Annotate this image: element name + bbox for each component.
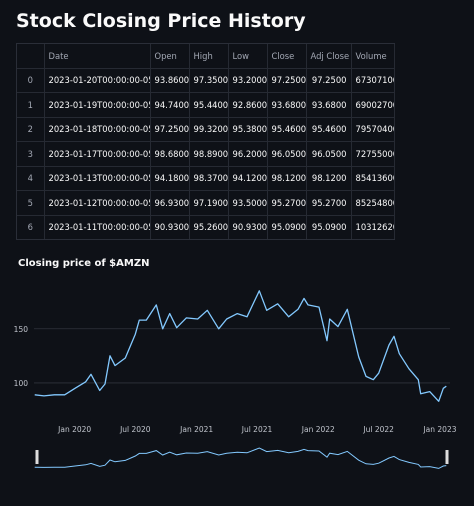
column-header-index[interactable] — [17, 44, 45, 69]
table-cell[interactable]: 2023-01-12T00:00:00-05:00 — [44, 190, 151, 216]
table-row[interactable]: 22023-01-18T00:00:00-05:0097.250099.3200… — [17, 117, 395, 142]
table-cell[interactable]: 92.8600 — [228, 92, 268, 118]
table-row[interactable]: 02023-01-20T00:00:00-05:0093.860097.3500… — [17, 68, 395, 93]
column-header-low[interactable]: Low — [228, 44, 268, 69]
table-cell[interactable]: 93.6800 — [267, 92, 307, 118]
x-tick-label: Jan 2022 — [301, 425, 335, 434]
table-cell[interactable]: 93.2000 — [228, 68, 268, 93]
table-cell[interactable]: 2023-01-11T00:00:00-05:00 — [44, 215, 151, 239]
table-cell[interactable]: 98.6800 — [150, 141, 190, 167]
table-cell[interactable]: 2023-01-13T00:00:00-05:00 — [44, 166, 151, 191]
table-header-row: Date Open High Low Close Adj Close Volume — [17, 44, 395, 69]
table-cell[interactable]: 85254800 — [351, 190, 395, 216]
table-cell[interactable]: 3 — [17, 141, 45, 167]
table-cell[interactable]: 90.9300 — [228, 215, 268, 239]
column-header-close[interactable]: Close — [267, 44, 307, 69]
table-cell[interactable]: 97.2500 — [267, 68, 307, 93]
table-cell[interactable]: 96.9300 — [150, 190, 190, 216]
table-cell[interactable]: 1 — [17, 92, 45, 118]
column-header-high[interactable]: High — [189, 44, 229, 69]
table-cell[interactable]: 4 — [17, 166, 45, 191]
closing-price-line — [34, 290, 447, 402]
table-row[interactable]: 42023-01-13T00:00:00-05:0094.180098.3700… — [17, 166, 395, 191]
table-cell[interactable]: 98.3700 — [189, 166, 229, 191]
table-cell[interactable]: 103126200 — [351, 215, 395, 239]
table-cell[interactable]: 90.9300 — [150, 215, 190, 239]
table-cell[interactable]: 95.4600 — [267, 117, 307, 142]
y-tick-label: 150 — [14, 325, 29, 334]
table-cell[interactable]: 97.2500 — [306, 68, 352, 93]
x-tick-label: Jul 2022 — [362, 425, 394, 434]
table-cell[interactable]: 94.7400 — [150, 92, 190, 118]
table-cell[interactable]: 98.1200 — [306, 166, 352, 191]
table-cell[interactable]: 95.4400 — [189, 92, 229, 118]
column-header-volume[interactable]: Volume — [351, 44, 395, 69]
table-cell[interactable]: 97.3500 — [189, 68, 229, 93]
table-cell[interactable]: 98.8900 — [189, 141, 229, 167]
table-cell[interactable]: 72755000 — [351, 141, 395, 167]
chart-title: Closing price of $AMZN — [18, 258, 150, 269]
x-tick-label: Jan 2021 — [179, 425, 213, 434]
table-cell[interactable]: 79570400 — [351, 117, 395, 142]
table-cell[interactable]: 5 — [17, 190, 45, 216]
table-cell[interactable]: 95.4600 — [306, 117, 352, 142]
table-cell[interactable]: 2023-01-20T00:00:00-05:00 — [44, 68, 151, 93]
page-title: Stock Closing Price History — [16, 10, 306, 32]
table-cell[interactable]: 99.3200 — [189, 117, 229, 142]
table-cell[interactable]: 95.2600 — [189, 215, 229, 239]
table-cell[interactable]: 95.2700 — [306, 190, 352, 216]
table-cell[interactable]: 69002700 — [351, 92, 395, 118]
table-cell[interactable]: 85413600 — [351, 166, 395, 191]
x-tick-label: Jul 2021 — [241, 425, 273, 434]
table-cell[interactable]: 2023-01-19T00:00:00-05:00 — [44, 92, 151, 118]
table-cell[interactable]: 0 — [17, 68, 45, 93]
table-cell[interactable]: 6 — [17, 215, 45, 239]
table-row[interactable]: 52023-01-12T00:00:00-05:0096.930097.1900… — [17, 190, 395, 216]
table-cell[interactable]: 95.2700 — [267, 190, 307, 216]
table-cell[interactable]: 97.1900 — [189, 190, 229, 216]
table-cell[interactable]: 2023-01-18T00:00:00-05:00 — [44, 117, 151, 142]
column-header-date[interactable]: Date — [44, 44, 151, 69]
table-cell[interactable]: 98.1200 — [267, 166, 307, 191]
table-cell[interactable]: 96.0500 — [267, 141, 307, 167]
range-selector-line — [34, 447, 447, 469]
table-cell[interactable]: 97.2500 — [150, 117, 190, 142]
x-tick-label: Jan 2023 — [422, 425, 456, 434]
table-row[interactable]: 62023-01-11T00:00:00-05:0090.930095.2600… — [17, 215, 395, 239]
range-selector-handle[interactable] — [445, 450, 449, 464]
table-row[interactable]: 12023-01-19T00:00:00-05:0094.740095.4400… — [17, 92, 395, 118]
table-cell[interactable]: 67307100 — [351, 68, 395, 93]
x-tick-label: Jul 2020 — [119, 425, 151, 434]
column-header-open[interactable]: Open — [150, 44, 190, 69]
range-selector-handle[interactable] — [35, 450, 39, 464]
data-table[interactable]: Date Open High Low Close Adj Close Volume 0 202… — [16, 43, 395, 240]
table-cell[interactable]: 95.0900 — [306, 215, 352, 239]
table-cell[interactable]: 96.2000 — [228, 141, 268, 167]
x-tick-label: Jan 2020 — [57, 425, 91, 434]
table-cell[interactable]: 96.0500 — [306, 141, 352, 167]
table-cell[interactable]: 95.3800 — [228, 117, 268, 142]
table-row[interactable]: 32023-01-17T00:00:00-05:0098.680098.8900… — [17, 141, 395, 167]
table-cell[interactable]: 94.1800 — [150, 166, 190, 191]
table-cell[interactable]: 2023-01-17T00:00:00-05:00 — [44, 141, 151, 167]
table-cell[interactable]: 95.0900 — [267, 215, 307, 239]
table-cell[interactable]: 93.6800 — [306, 92, 352, 118]
table-cell[interactable]: 94.1200 — [228, 166, 268, 191]
table-cell[interactable]: 2 — [17, 117, 45, 142]
y-tick-label: 100 — [14, 379, 29, 388]
table-cell[interactable]: 93.5000 — [228, 190, 268, 216]
column-header-adj-close[interactable]: Adj Close — [306, 44, 352, 69]
table-cell[interactable]: 93.8600 — [150, 68, 190, 93]
